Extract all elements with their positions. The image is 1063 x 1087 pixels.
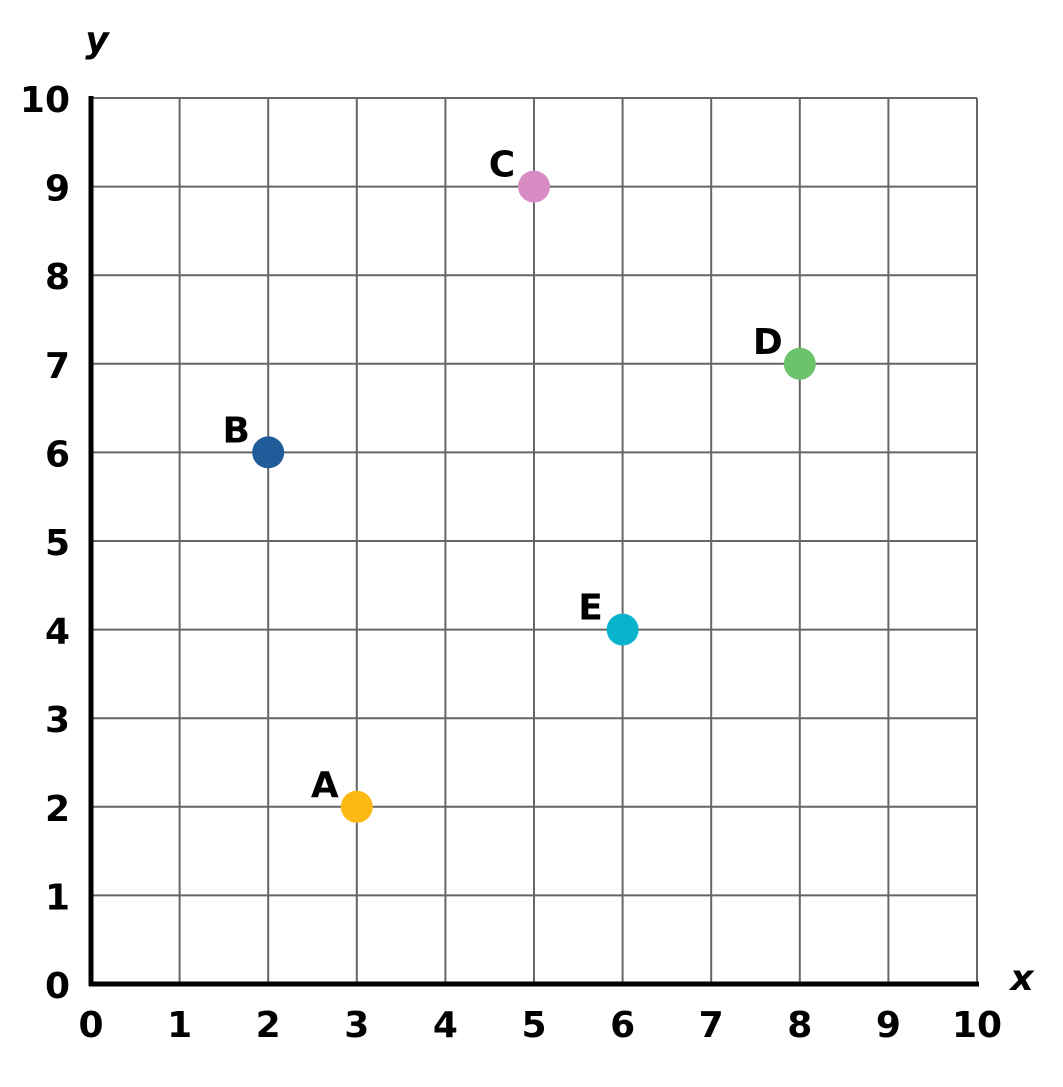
point <box>252 436 285 469</box>
y-tick-label: 4 <box>45 612 70 653</box>
x-tick-label: 7 <box>699 1005 724 1046</box>
point <box>340 790 373 823</box>
y-tick-label: 6 <box>45 434 70 475</box>
x-tick-label: 10 <box>952 1005 1002 1046</box>
x-tick-label: 2 <box>256 1005 281 1046</box>
point <box>518 170 550 203</box>
point-label: A <box>311 765 339 806</box>
x-tick-label: 8 <box>787 1005 812 1046</box>
point-label: E <box>578 588 603 629</box>
x-tick-label: 9 <box>876 1005 901 1046</box>
x-axis-label: x <box>1008 958 1035 999</box>
x-tick-label: 3 <box>344 1005 369 1046</box>
y-tick-label: 7 <box>45 346 70 387</box>
y-tick-label: 3 <box>45 700 70 741</box>
x-tick-label: 4 <box>433 1005 458 1046</box>
y-tick-label: 1 <box>45 877 70 918</box>
point-label: D <box>753 322 783 363</box>
y-tick-label: 2 <box>45 789 70 830</box>
y-axis-label: y <box>85 20 110 61</box>
y-tick-label: 8 <box>45 257 70 298</box>
point <box>783 347 816 380</box>
x-tick-label: 1 <box>167 1005 192 1046</box>
x-tick-label: 0 <box>78 1005 103 1046</box>
y-tick-label: 9 <box>45 169 70 210</box>
point <box>606 613 639 646</box>
y-tick-label: 5 <box>45 523 70 564</box>
point-label: B <box>222 410 249 451</box>
point-label: C <box>489 145 515 186</box>
x-tick-label: 5 <box>521 1005 546 1046</box>
x-tick-label: 6 <box>610 1005 635 1046</box>
y-tick-label: 0 <box>45 966 70 1007</box>
y-tick-label: 10 <box>20 80 70 121</box>
